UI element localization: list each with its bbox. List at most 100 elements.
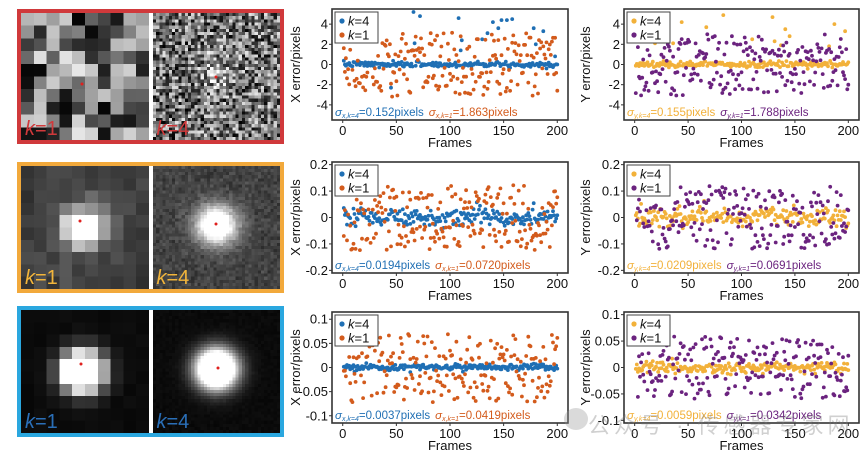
data-point [373, 348, 377, 353]
data-point [341, 46, 346, 51]
data-point [712, 246, 717, 251]
data-point [664, 58, 669, 63]
x-tick-label: 50 [389, 276, 403, 291]
data-point [553, 219, 557, 224]
y-tick-label: -2 [316, 77, 328, 92]
data-point [812, 190, 816, 195]
data-point [408, 357, 413, 361]
data-point [637, 197, 641, 202]
data-point [711, 77, 716, 82]
data-point [774, 89, 779, 94]
image-k4-row1: k=4 [152, 13, 280, 140]
data-point [510, 392, 515, 397]
data-point [779, 53, 783, 58]
data-point [654, 364, 658, 369]
data-point [345, 76, 349, 81]
data-point [522, 383, 526, 388]
data-point [764, 47, 768, 52]
data-point [511, 333, 516, 338]
data-point [550, 39, 554, 44]
data-point [492, 211, 496, 216]
data-point [757, 352, 762, 357]
data-point [403, 56, 407, 61]
data-point [550, 223, 554, 228]
data-point [459, 38, 464, 43]
k-label: k=4 [156, 267, 190, 289]
data-point [683, 357, 687, 362]
data-point [789, 212, 794, 217]
data-point [387, 229, 391, 234]
data-point [463, 200, 467, 205]
std-annotation: σy,k=1=1.788pixels [720, 107, 808, 120]
data-point [554, 201, 559, 206]
data-point [447, 389, 451, 393]
data-point [438, 54, 443, 59]
data-point [454, 208, 459, 213]
data-point [479, 373, 483, 378]
data-point [757, 244, 762, 249]
data-point [437, 84, 442, 89]
legend-marker [339, 18, 345, 24]
data-point [777, 200, 781, 205]
data-point [828, 374, 833, 378]
data-point [400, 190, 405, 195]
data-point [437, 215, 442, 220]
data-point [418, 213, 422, 217]
data-point [837, 209, 842, 214]
data-point [697, 204, 702, 209]
data-point [735, 42, 740, 47]
y-tick-label: -0.1 [598, 413, 620, 428]
data-point [446, 186, 450, 191]
data-point [404, 376, 408, 381]
data-point [740, 206, 745, 211]
data-point [503, 381, 508, 386]
data-point [817, 219, 822, 224]
data-point [421, 85, 426, 90]
data-point [428, 375, 433, 380]
data-point [485, 216, 490, 221]
data-point [480, 382, 485, 386]
data-point [835, 378, 840, 382]
data-point [486, 185, 491, 190]
data-point [398, 242, 403, 247]
data-point [739, 211, 744, 216]
data-point [384, 373, 389, 378]
data-point [521, 70, 525, 75]
data-point [662, 236, 667, 241]
data-point [838, 37, 843, 41]
data-point [447, 58, 451, 62]
data-point [723, 377, 728, 381]
data-point [505, 348, 509, 352]
data-point [754, 358, 759, 362]
data-point [443, 356, 448, 361]
data-point [701, 219, 705, 223]
data-point [645, 48, 650, 52]
data-point [643, 84, 648, 89]
data-point [396, 222, 401, 227]
speckle-image [152, 166, 280, 289]
data-point [360, 236, 364, 241]
data-point [701, 207, 705, 211]
data-point [656, 242, 661, 247]
data-point [406, 49, 411, 54]
y-axis-label: X error/pixels [288, 26, 303, 103]
data-point [417, 46, 421, 51]
data-point [518, 53, 523, 57]
data-point [695, 200, 700, 205]
data-point [396, 54, 401, 58]
data-point [380, 350, 385, 355]
data-point [677, 352, 682, 356]
data-point [486, 213, 491, 218]
data-point [642, 88, 647, 92]
data-point [681, 73, 686, 78]
data-point [759, 366, 764, 370]
data-point [732, 205, 736, 210]
data-point [670, 389, 674, 394]
data-point [515, 357, 520, 362]
data-point [464, 360, 468, 365]
x-tick-label: 150 [784, 123, 806, 138]
data-point [784, 338, 789, 343]
data-point [811, 58, 815, 63]
data-point [672, 334, 677, 339]
data-point [717, 40, 721, 45]
